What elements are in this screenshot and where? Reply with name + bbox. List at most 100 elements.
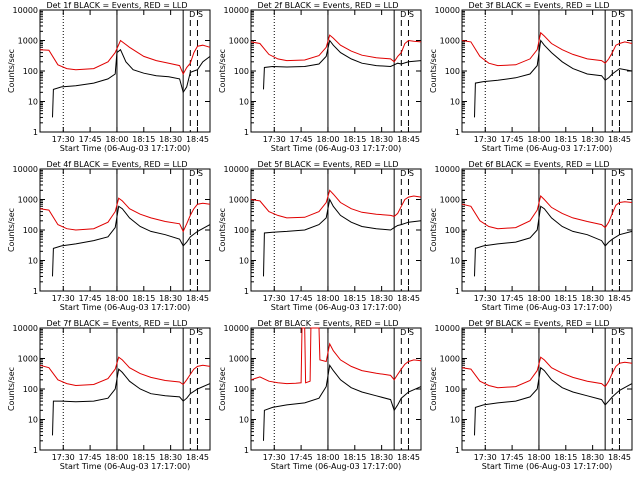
y-tick-label: 10 — [239, 416, 249, 425]
y-tick-label: 1000 — [440, 196, 460, 205]
x-tick-label: 18:00 — [105, 135, 128, 144]
y-tick-label: 100 — [234, 67, 249, 76]
x-tick-label: 17:45 — [290, 294, 313, 303]
corner-label: D S — [400, 169, 414, 178]
y-tick-label: 10000 — [224, 6, 249, 15]
x-axis-label: Start Time (06-Aug-03 17:17:00) — [482, 303, 613, 312]
lld-series-line — [461, 195, 633, 230]
x-tick-label: 18:15 — [132, 453, 155, 462]
chart-title: Det 9f BLACK = Events, RED = LLD — [468, 319, 609, 328]
plot-frame — [250, 168, 422, 292]
y-tick-label: 1000 — [18, 355, 38, 364]
plot-frame — [461, 168, 633, 292]
lld-series-line — [39, 39, 211, 76]
x-tick-label: 17:30 — [263, 294, 286, 303]
events-series-line — [263, 198, 422, 277]
x-tick-label: 17:45 — [79, 135, 102, 144]
x-tick-label: 18:00 — [316, 135, 339, 144]
x-tick-label: 18:30 — [159, 453, 182, 462]
x-tick-label: 18:30 — [370, 294, 393, 303]
y-tick-label: 100 — [234, 226, 249, 235]
y-tick-label: 10 — [28, 416, 38, 425]
x-tick-label: 17:30 — [52, 294, 75, 303]
x-tick-label: 17:45 — [290, 453, 313, 462]
chart-title: Det 8f BLACK = Events, RED = LLD — [257, 319, 398, 328]
corner-label: D S — [611, 169, 625, 178]
x-axis-label: Start Time (06-Aug-03 17:17:00) — [271, 144, 402, 153]
x-tick-label: 17:30 — [263, 135, 286, 144]
x-tick-label: 17:30 — [474, 453, 497, 462]
x-tick-label: 18:15 — [132, 135, 155, 144]
plot-frame — [250, 9, 422, 133]
y-tick-label: 10000 — [13, 324, 38, 333]
plot-frame — [461, 9, 633, 133]
y-tick-label: 100 — [445, 385, 460, 394]
y-tick-label: 10 — [28, 98, 38, 107]
x-tick-label: 17:30 — [263, 453, 286, 462]
y-axis-label: Counts/sec — [429, 367, 438, 411]
y-tick-label: 10 — [450, 257, 460, 266]
y-axis-label: Counts/sec — [429, 49, 438, 93]
events-series-line — [52, 205, 211, 277]
lld-series-line — [250, 189, 422, 219]
y-tick-label: 1000 — [18, 37, 38, 46]
corner-label: D S — [189, 169, 203, 178]
y-tick-label: 1 — [455, 287, 460, 296]
x-tick-label: 18:00 — [105, 294, 128, 303]
y-axis-label: Counts/sec — [7, 367, 16, 411]
y-tick-label: 1 — [33, 128, 38, 137]
y-tick-label: 1 — [244, 287, 249, 296]
x-tick-label: 18:45 — [608, 294, 631, 303]
y-tick-label: 1000 — [229, 196, 249, 205]
x-tick-label: 17:30 — [474, 294, 497, 303]
y-tick-label: 10000 — [435, 165, 460, 174]
lld-series-line — [250, 327, 422, 385]
x-tick-label: 18:45 — [397, 453, 420, 462]
events-series-line — [474, 205, 633, 277]
x-axis-label: Start Time (06-Aug-03 17:17:00) — [60, 144, 191, 153]
y-tick-label: 100 — [23, 385, 38, 394]
y-tick-label: 10 — [28, 257, 38, 266]
x-axis-label: Start Time (06-Aug-03 17:17:00) — [60, 462, 191, 471]
x-tick-label: 17:30 — [52, 453, 75, 462]
y-tick-label: 1 — [455, 446, 460, 455]
corner-label: D S — [400, 328, 414, 337]
y-tick-label: 100 — [23, 67, 38, 76]
corner-label: D S — [611, 328, 625, 337]
lld-series-line — [461, 31, 633, 67]
x-axis-label: Start Time (06-Aug-03 17:17:00) — [482, 462, 613, 471]
y-tick-label: 10 — [239, 257, 249, 266]
x-tick-label: 18:30 — [159, 135, 182, 144]
y-tick-label: 10000 — [224, 324, 249, 333]
x-tick-label: 18:15 — [343, 453, 366, 462]
x-tick-label: 18:15 — [132, 294, 155, 303]
y-tick-label: 10000 — [13, 165, 38, 174]
x-axis-label: Start Time (06-Aug-03 17:17:00) — [60, 303, 191, 312]
x-tick-label: 17:45 — [79, 453, 102, 462]
events-series-line — [263, 39, 422, 90]
x-tick-label: 18:30 — [581, 294, 604, 303]
x-tick-label: 18:45 — [608, 135, 631, 144]
plot-frame — [461, 327, 633, 451]
x-tick-label: 18:30 — [159, 294, 182, 303]
x-tick-label: 18:30 — [581, 135, 604, 144]
x-tick-label: 18:30 — [581, 453, 604, 462]
events-series-line — [474, 39, 633, 118]
lld-series-line — [39, 197, 211, 233]
x-tick-label: 18:30 — [370, 135, 393, 144]
x-tick-label: 18:45 — [608, 453, 631, 462]
lld-series-line — [461, 356, 633, 389]
y-tick-label: 100 — [445, 226, 460, 235]
x-tick-label: 18:00 — [316, 453, 339, 462]
x-tick-label: 17:30 — [52, 135, 75, 144]
y-tick-label: 1 — [33, 287, 38, 296]
y-tick-label: 10000 — [224, 165, 249, 174]
x-tick-label: 18:15 — [554, 135, 577, 144]
